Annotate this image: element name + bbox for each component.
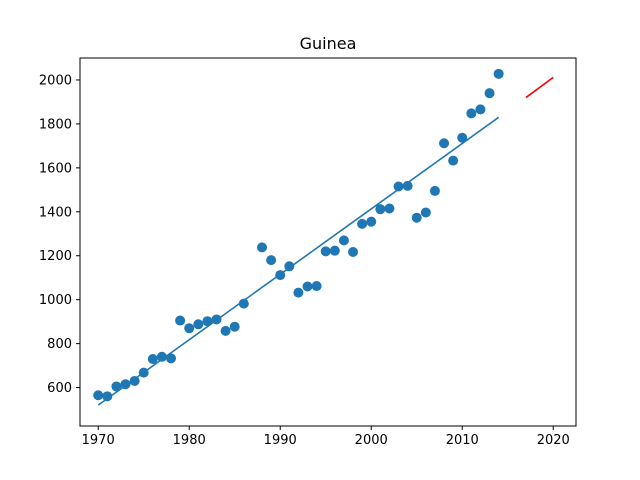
x-tick-label: 2020 xyxy=(537,433,570,448)
data-point xyxy=(493,68,504,79)
chart-title: Guinea xyxy=(300,34,357,53)
data-point xyxy=(466,108,477,119)
data-point xyxy=(120,379,131,390)
data-point xyxy=(284,261,295,272)
data-point xyxy=(402,180,413,191)
x-tick-label: 1980 xyxy=(173,433,206,448)
data-point xyxy=(448,155,459,166)
data-point xyxy=(275,270,286,281)
data-point xyxy=(184,323,195,334)
y-tick-label: 1800 xyxy=(39,117,72,132)
data-point xyxy=(229,321,240,332)
data-point xyxy=(475,104,486,115)
data-point xyxy=(266,255,277,266)
data-point xyxy=(411,212,422,223)
data-point xyxy=(175,315,186,326)
x-tick-label: 2000 xyxy=(355,433,388,448)
data-point xyxy=(102,391,113,402)
x-tick-label: 2010 xyxy=(446,433,479,448)
data-point xyxy=(138,367,149,378)
y-tick-label: 1000 xyxy=(39,293,72,308)
data-point xyxy=(147,353,158,364)
data-point xyxy=(238,298,249,309)
data-point xyxy=(93,390,104,401)
data-point xyxy=(384,203,395,214)
y-tick-label: 800 xyxy=(47,337,72,352)
data-point xyxy=(357,218,368,229)
y-tick-label: 600 xyxy=(47,381,72,396)
data-point xyxy=(302,281,313,292)
data-point xyxy=(202,316,213,327)
data-point xyxy=(257,242,268,253)
data-point xyxy=(375,204,386,215)
data-point xyxy=(293,287,304,298)
data-point xyxy=(329,245,340,256)
data-point xyxy=(320,246,331,257)
data-point xyxy=(193,319,204,330)
data-point xyxy=(220,325,231,336)
data-point xyxy=(366,216,377,227)
data-point xyxy=(338,235,349,246)
x-tick-label: 1970 xyxy=(82,433,115,448)
data-point xyxy=(156,351,167,362)
forecast-line xyxy=(525,76,554,99)
y-axis: 600 800 1000 1200 1400 1600 1800 2000 xyxy=(39,73,80,396)
data-point xyxy=(211,314,222,325)
data-point xyxy=(311,281,322,292)
data-point xyxy=(129,375,140,386)
data-point xyxy=(166,353,177,364)
points-layer xyxy=(93,68,504,402)
y-tick-label: 1600 xyxy=(39,161,72,176)
x-tick-label: 1990 xyxy=(264,433,297,448)
data-point xyxy=(111,381,122,392)
data-point xyxy=(429,185,440,196)
data-point xyxy=(420,207,431,218)
data-point xyxy=(484,88,495,99)
y-tick-label: 1400 xyxy=(39,205,72,220)
data-point xyxy=(457,132,468,143)
x-axis: 1970 1980 1990 2000 2010 2020 xyxy=(82,426,570,448)
y-tick-label: 1200 xyxy=(39,249,72,264)
data-point xyxy=(348,246,359,257)
data-point xyxy=(393,181,404,192)
plot-frame xyxy=(79,57,577,427)
y-tick-label: 2000 xyxy=(39,73,72,88)
data-point xyxy=(439,138,450,149)
